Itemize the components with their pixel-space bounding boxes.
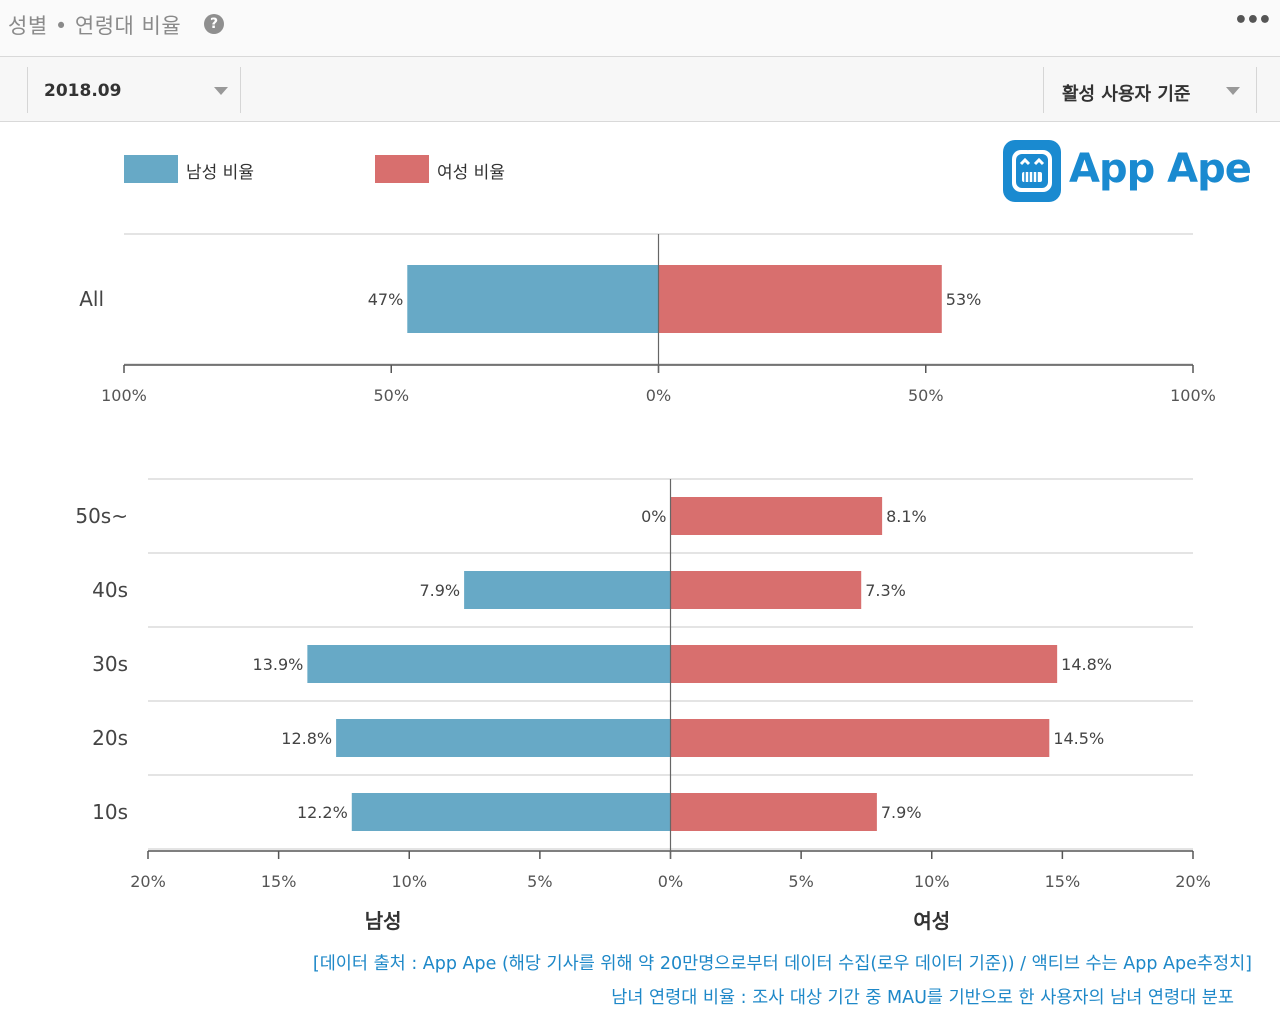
- legend-male-swatch: [124, 155, 178, 183]
- x-tick-label: 15%: [261, 872, 297, 891]
- x-tick-label: 20%: [130, 872, 166, 891]
- female-value-label: 7.3%: [865, 581, 906, 600]
- male-bar: [307, 645, 671, 683]
- period-dropdown[interactable]: 2018.09: [27, 67, 241, 113]
- period-dropdown-value: 2018.09: [44, 81, 122, 101]
- x-tick-label: 5%: [788, 872, 813, 891]
- app-ape-logo: App Ape: [1003, 140, 1252, 206]
- male-bar: [336, 719, 671, 757]
- more-options-icon[interactable]: •••: [1233, 8, 1272, 33]
- basis-dropdown[interactable]: 활성 사용자 기준: [1043, 67, 1257, 113]
- female-value-label: 7.9%: [881, 803, 922, 822]
- category-label: 50s~: [75, 504, 128, 528]
- legend-female-label: 여성 비율: [437, 163, 505, 183]
- male-value-label: 0%: [641, 507, 666, 526]
- logo-text: App Ape: [1069, 146, 1252, 192]
- male-value-label: 47%: [368, 290, 404, 309]
- filter-bar: 2018.09 활성 사용자 기준: [0, 57, 1280, 122]
- category-label: 20s: [92, 726, 128, 750]
- x-tick-label: 100%: [1170, 386, 1216, 405]
- female-bar: [670, 719, 1050, 757]
- male-value-label: 13.9%: [253, 655, 304, 674]
- x-tick-label: 0%: [658, 872, 683, 891]
- page-title: 성별 • 연령대 비율: [8, 14, 182, 38]
- x-tick-label: 50%: [373, 386, 409, 405]
- x-tick-label: 0%: [646, 386, 671, 405]
- x-tick-label: 5%: [527, 872, 552, 891]
- male-value-label: 12.8%: [281, 729, 332, 748]
- help-icon[interactable]: ?: [204, 14, 224, 34]
- category-label: 10s: [92, 800, 128, 824]
- ape-face-icon: [1003, 140, 1061, 202]
- legend-male-label: 남성 비율: [186, 163, 254, 183]
- male-value-label: 12.2%: [297, 803, 348, 822]
- x-tick-label: 50%: [908, 386, 944, 405]
- female-bar: [670, 571, 862, 609]
- definition-footnote: 남녀 연령대 비율 : 조사 대상 기간 중 MAU를 기반으로 한 사용자의 …: [611, 988, 1234, 1008]
- male-bar: [351, 793, 671, 831]
- chevron-down-icon: [214, 87, 228, 95]
- female-bar: [658, 265, 942, 333]
- male-bar: [464, 571, 671, 609]
- female-value-label: 53%: [946, 290, 982, 309]
- x-tick-label: 10%: [914, 872, 950, 891]
- legend-female-swatch: [375, 155, 429, 183]
- x-tick-label: 100%: [101, 386, 147, 405]
- male-side-label: 남성: [365, 909, 402, 933]
- category-label: All: [79, 287, 104, 311]
- male-bar: [407, 265, 659, 333]
- x-tick-label: 10%: [391, 872, 427, 891]
- female-bar: [670, 793, 877, 831]
- basis-dropdown-value: 활성 사용자 기준: [1062, 84, 1191, 105]
- source-footnote: [데이터 출처 : App Ape (해당 기사를 위해 약 20만명으로부터 …: [312, 954, 1252, 974]
- category-label: 30s: [92, 652, 128, 676]
- female-bar: [670, 497, 883, 535]
- female-value-label: 14.8%: [1061, 655, 1112, 674]
- female-value-label: 8.1%: [886, 507, 927, 526]
- female-bar: [670, 645, 1058, 683]
- female-side-label: 여성: [913, 909, 950, 933]
- x-tick-label: 20%: [1175, 872, 1211, 891]
- female-value-label: 14.5%: [1053, 729, 1104, 748]
- category-label: 40s: [92, 578, 128, 602]
- x-tick-label: 15%: [1045, 872, 1081, 891]
- male-value-label: 7.9%: [419, 581, 460, 600]
- header-bar: 성별 • 연령대 비율 ? •••: [0, 0, 1280, 57]
- chevron-down-icon: [1226, 87, 1240, 95]
